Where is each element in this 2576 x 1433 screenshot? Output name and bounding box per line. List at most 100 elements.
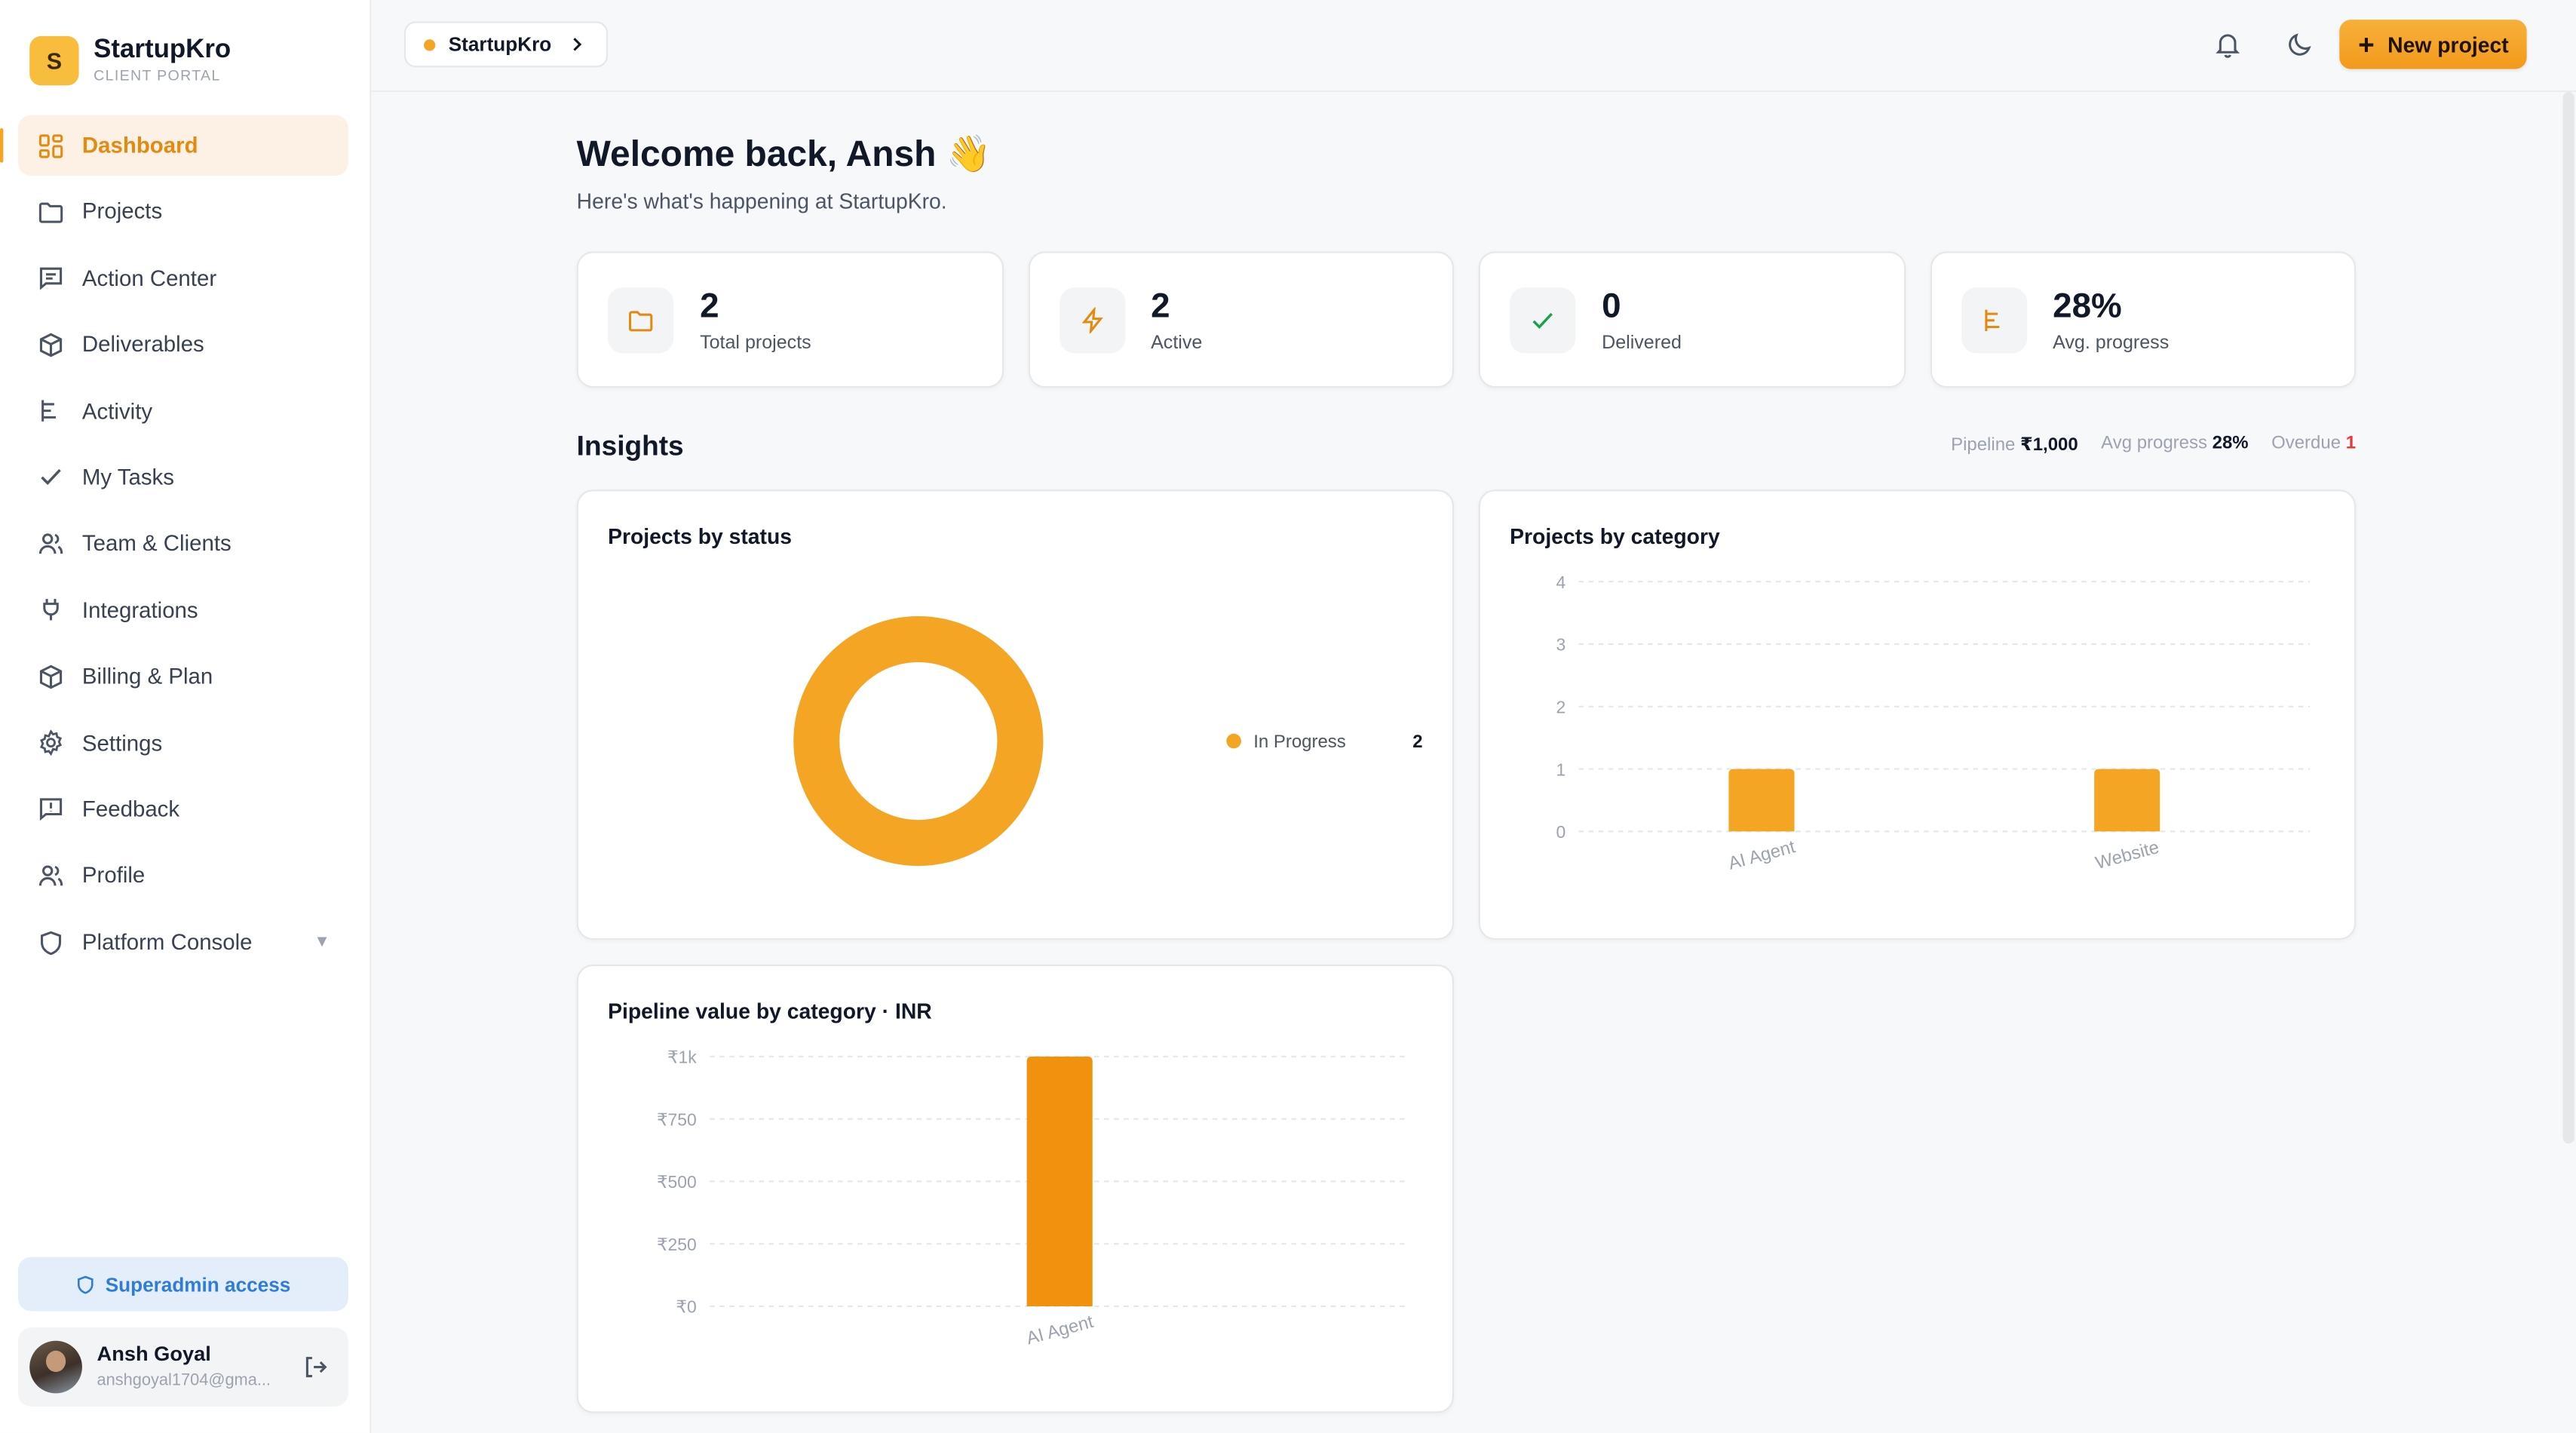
x-tick-label: AI Agent	[1024, 1312, 1096, 1349]
box-icon	[39, 332, 63, 357]
sidebar-item-profile[interactable]: Profile	[18, 845, 348, 906]
sidebar-item-label: Integrations	[81, 597, 198, 623]
stat-card-active[interactable]: 2 Active	[1027, 251, 1455, 388]
sidebar-item-activity[interactable]: Activity	[18, 380, 348, 441]
sidebar-item-settings[interactable]: Settings	[18, 712, 348, 773]
sidebar: S StartupKro CLIENT PORTAL Dashboard Pro…	[0, 0, 372, 1433]
superadmin-access-button[interactable]: Superadmin access	[17, 1257, 348, 1312]
new-project-button[interactable]: + New project	[2340, 20, 2527, 69]
sidebar-item-feedback[interactable]: Feedback	[18, 778, 348, 839]
legend-label: In Progress	[1253, 732, 1346, 752]
check-icon	[41, 469, 61, 486]
folder-icon	[628, 311, 653, 332]
avatar	[29, 1340, 82, 1394]
check-icon	[1532, 312, 1553, 330]
y-tick-label: ₹250	[657, 1235, 697, 1254]
sidebar-item-label: Projects	[81, 199, 163, 225]
sidebar-item-dashboard[interactable]: Dashboard	[0, 115, 348, 176]
chart-title: Pipeline value by category · INR	[608, 999, 932, 1024]
stat-label: Total projects	[700, 333, 811, 354]
sidebar-item-integrations[interactable]: Integrations	[18, 579, 348, 640]
bar-chart: 0 1 2 3 4 AI Agent Website	[1556, 572, 2311, 874]
y-tick-label: 0	[1556, 822, 1566, 842]
chevron-right-icon	[572, 38, 581, 51]
chart-title: Projects by category	[1510, 523, 1720, 549]
bar	[1728, 769, 1795, 832]
stat-card-avg-progress[interactable]: 28% Avg. progress	[1929, 251, 2357, 388]
folder-icon	[38, 202, 63, 223]
sidebar-item-action-center[interactable]: Action Center	[18, 247, 348, 308]
avg-progress-value: 28%	[2212, 434, 2249, 454]
bar	[2094, 769, 2160, 832]
stat-label: Active	[1151, 333, 1203, 354]
sidebar-item-label: Action Center	[81, 265, 217, 291]
shield-icon	[41, 931, 62, 955]
y-tick-label: 3	[1556, 635, 1566, 655]
sidebar-item-label: Feedback	[81, 796, 180, 822]
shield-icon	[78, 1275, 94, 1293]
chart-card-pipeline: Pipeline value by category · INR ₹0 ₹250 ₹…	[576, 964, 1455, 1413]
overdue-label: Overdue	[2271, 434, 2341, 454]
chart-card-status: Projects by status In Progress 2	[576, 489, 1455, 941]
sidebar-item-platform-console[interactable]: Platform Console ▼	[18, 913, 348, 974]
sidebar-item-team-clients[interactable]: Team & Clients	[18, 513, 348, 574]
sidebar-item-label: Profile	[81, 863, 146, 888]
progress-icon	[1984, 309, 1999, 331]
bolt-icon	[1081, 307, 1102, 334]
y-tick-label: ₹750	[657, 1109, 697, 1129]
scrollbar[interactable]	[2562, 91, 2574, 1144]
y-tick-label: 1	[1556, 759, 1566, 779]
chart-title: Projects by status	[608, 523, 793, 549]
stat-value: 2	[1151, 287, 1170, 326]
sidebar-item-label: Deliverables	[81, 332, 204, 357]
sidebar-item-billing-plan[interactable]: Billing & Plan	[18, 646, 348, 707]
logout-icon[interactable]	[302, 1354, 329, 1380]
caret-down-icon[interactable]: ▼	[314, 934, 330, 953]
bell-icon[interactable]	[2211, 28, 2244, 61]
page-subtitle: Here's what's happening at StartupKro.	[576, 189, 947, 214]
x-tick-label: AI Agent	[1726, 836, 1798, 874]
y-tick-label: ₹1k	[667, 1048, 697, 1067]
user-email: anshgoyal1704@gma...	[97, 1372, 271, 1391]
avg-progress-label: Avg progress	[2101, 434, 2207, 454]
sidebar-item-my-tasks[interactable]: My Tasks	[18, 446, 348, 508]
brand[interactable]: S StartupKro CLIENT PORTAL	[29, 35, 232, 86]
donut-slice	[793, 615, 1044, 867]
user-card[interactable]: Ansh Goyal anshgoyal1704@gma...	[17, 1327, 348, 1407]
sidebar-item-label: Settings	[81, 730, 163, 756]
stat-value: 2	[700, 287, 719, 326]
donut-chart: In Progress 2	[793, 615, 1423, 867]
sidebar-item-projects[interactable]: Projects	[18, 181, 348, 242]
stat-card-total-projects[interactable]: 2 Total projects	[576, 251, 1004, 388]
topbar: StartupKro + New project	[371, 0, 2576, 92]
plus-icon: +	[2358, 29, 2375, 60]
workspace-switcher[interactable]: StartupKro	[403, 21, 608, 68]
y-tick-label: 4	[1556, 572, 1566, 592]
stats-row: 2 Total projects 2 Active 0 Delivered 28…	[576, 251, 2357, 388]
sidebar-item-deliverables[interactable]: Deliverables	[18, 314, 348, 375]
moon-icon[interactable]	[2283, 28, 2317, 61]
new-project-label: New project	[2387, 32, 2509, 57]
users-icon	[38, 533, 63, 554]
sidebar-item-label: Platform Console	[81, 930, 253, 956]
pipeline-label: Pipeline	[1951, 435, 2016, 456]
workspace-name: StartupKro	[448, 32, 552, 57]
billing-icon	[39, 664, 63, 689]
legend-value: 2	[1412, 732, 1422, 752]
pipeline-value: ₹1,000	[2020, 435, 2078, 456]
superadmin-label: Superadmin access	[105, 1272, 291, 1296]
stat-label: Avg. progress	[2053, 333, 2170, 354]
stat-card-delivered[interactable]: 0 Delivered	[1478, 251, 1906, 388]
page-title: Welcome back, Ansh 👋	[576, 133, 992, 174]
sidebar-nav: Dashboard Projects Action Center Deliver…	[0, 115, 348, 978]
brand-subtitle: CLIENT PORTAL	[94, 67, 221, 84]
sidebar-item-label: Dashboard	[81, 133, 198, 158]
sidebar-item-label: Activity	[81, 398, 153, 424]
user-name: Ansh Goyal	[97, 1342, 211, 1366]
stat-label: Delivered	[1602, 333, 1682, 354]
brand-name: StartupKro	[94, 35, 232, 64]
bar-chart: ₹0 ₹250 ₹500 ₹750 ₹1k AI Agent	[657, 1048, 1410, 1349]
chart-card-category: Projects by category 0 1 2 3 4 AI Agent Websit…	[1478, 489, 2357, 941]
main-area: StartupKro + New project Welcome back, A…	[371, 0, 2576, 1433]
insights-summary: Pipeline ₹1,000 Avg progress 28% Overdue…	[1951, 434, 2356, 455]
